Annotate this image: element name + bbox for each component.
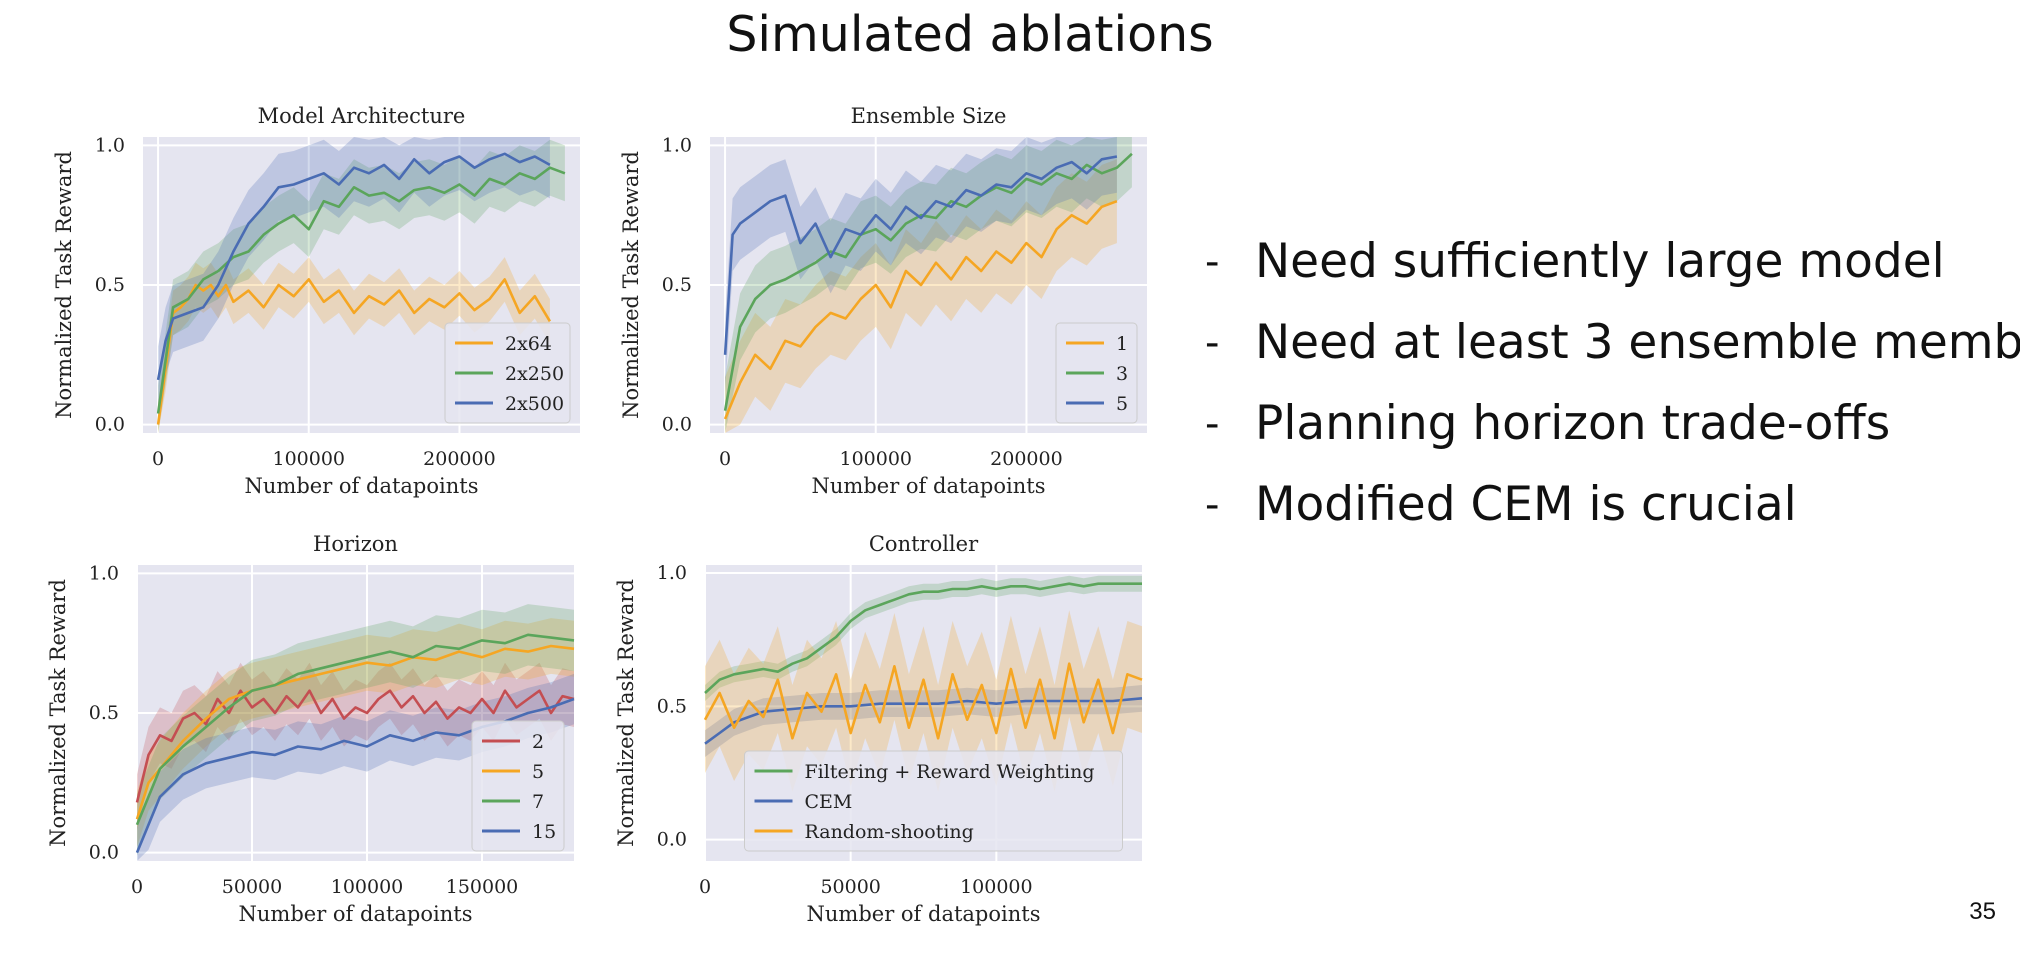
chart-panel: 0 100000 200000 0.0 0.5 1.0 Model Architecture… — [52, 104, 580, 498]
x-axis-label: Number of datapoints — [239, 902, 473, 926]
series-line — [135, 644, 575, 820]
legend-box — [744, 750, 1123, 852]
bullet-text: Modified CEM is crucial — [1255, 477, 1797, 532]
series-line — [723, 152, 1133, 411]
legend-label: Filtering + Reward Weighting — [805, 761, 1095, 783]
chart-title: Horizon — [313, 532, 398, 556]
y-tick-label: 1.0 — [657, 562, 687, 584]
legend: 2 5 7 15 — [471, 720, 565, 852]
confidence-band — [725, 137, 1132, 433]
chart-panel: 0 50000 100000 150000 0.0 0.5 1.0 Horizon Number… — [46, 532, 575, 926]
x-axis-label: Number of datapoints — [807, 902, 1041, 926]
confidence-band — [725, 159, 1117, 434]
confidence-band — [137, 604, 574, 856]
x-tick-label: 150000 — [446, 876, 519, 898]
bullet-marker: - — [1205, 401, 1220, 447]
bullet-text: Need at least 3 ensemble members — [1255, 315, 2020, 370]
y-tick-label: 1.0 — [95, 134, 125, 156]
confidence-band — [158, 139, 565, 434]
chart-title: Ensemble Size — [851, 104, 1007, 128]
bullet-text: Need sufficiently large model — [1255, 234, 1945, 289]
legend-label: 2x250 — [505, 363, 564, 385]
bullet-marker: - — [1205, 320, 1220, 366]
bullet-item: - Planning horizon trade-offs — [1205, 392, 2020, 473]
x-tick-label: 200000 — [423, 448, 496, 470]
chart-panel: 0 50000 100000 0.0 0.5 1.0 Controller Number of… — [614, 532, 1143, 926]
y-tick-label: 0.0 — [662, 414, 692, 436]
series-line — [703, 662, 1143, 740]
bullet-item: - Modified CEM is crucial — [1205, 473, 2020, 554]
confidence-band — [705, 575, 1142, 701]
x-tick-label: 100000 — [839, 448, 912, 470]
series-line — [156, 166, 566, 414]
y-axis-label: Normalized Task Reward — [52, 151, 76, 419]
chart-title: Controller — [869, 532, 979, 556]
bullet-marker: - — [1205, 482, 1220, 528]
y-tick-label: 0.0 — [89, 842, 119, 864]
y-tick-label: 0.5 — [662, 274, 692, 296]
y-tick-label: 1.0 — [89, 562, 119, 584]
legend-label: 2 — [532, 731, 544, 753]
series-line — [723, 199, 1118, 420]
bullet-marker: - — [1205, 239, 1220, 285]
confidence-band — [137, 618, 574, 847]
y-axis-label: Normalized Task Reward — [614, 579, 638, 847]
confidence-band — [137, 662, 574, 831]
series-line — [156, 152, 551, 381]
legend-label: 5 — [532, 761, 544, 783]
x-tick-label: 100000 — [272, 448, 345, 470]
legend-label: 1 — [1116, 333, 1128, 355]
legend-label: 7 — [532, 791, 544, 813]
legend-box — [471, 720, 565, 852]
y-tick-label: 0.0 — [95, 414, 125, 436]
charts-canvas: 0 100000 200000 0.0 0.5 1.0 Model Architecture… — [46, 104, 1147, 926]
x-tick-label: 50000 — [820, 876, 880, 898]
x-tick-label: 200000 — [990, 448, 1063, 470]
x-tick-label: 100000 — [331, 876, 404, 898]
legend-box — [444, 322, 571, 424]
chart-title: Model Architecture — [258, 104, 466, 128]
x-axis-label: Number of datapoints — [245, 474, 479, 498]
legend: Filtering + Reward Weighting CEM Random-sh… — [744, 750, 1123, 852]
legend-label: 3 — [1116, 363, 1128, 385]
slide-title: Simulated ablations — [726, 6, 1214, 63]
x-tick-label: 0 — [152, 448, 164, 470]
x-tick-label: 50000 — [222, 876, 282, 898]
legend-label: 15 — [532, 821, 556, 843]
y-axis-label: Normalized Task Reward — [46, 579, 70, 847]
x-tick-label: 0 — [699, 876, 711, 898]
series-line — [135, 633, 575, 826]
y-tick-label: 1.0 — [662, 134, 692, 156]
bullet-text: Planning horizon trade-offs — [1255, 396, 1891, 451]
legend-label: 5 — [1116, 393, 1128, 415]
y-tick-label: 0.0 — [657, 829, 687, 851]
legend-label: 2x64 — [505, 333, 552, 355]
legend-label: Random-shooting — [805, 821, 974, 843]
confidence-band — [158, 137, 550, 414]
series-line — [704, 697, 1143, 745]
bullet-item: - Need sufficiently large model — [1205, 230, 2020, 311]
page-number: 35 — [1969, 898, 1996, 925]
legend-label: 2x500 — [505, 393, 564, 415]
x-tick-label: 0 — [719, 448, 731, 470]
series-line — [723, 155, 1118, 355]
series-line — [704, 582, 1142, 694]
confidence-band — [705, 610, 1142, 792]
confidence-band — [137, 673, 574, 861]
legend-label: CEM — [805, 791, 853, 813]
x-axis-label: Number of datapoints — [812, 474, 1046, 498]
confidence-band — [725, 137, 1117, 392]
x-tick-label: 0 — [131, 876, 143, 898]
y-tick-label: 0.5 — [657, 695, 687, 717]
chart-panel: 0 100000 200000 0.0 0.5 1.0 Ensemble Size Numbe… — [619, 104, 1147, 498]
bullet-item: - Need at least 3 ensemble members — [1205, 311, 2020, 392]
x-tick-label: 100000 — [960, 876, 1033, 898]
y-axis-label: Normalized Task Reward — [619, 151, 643, 419]
bullet-list: - Need sufficiently large model - Need at … — [1205, 230, 2020, 554]
y-tick-label: 0.5 — [95, 274, 125, 296]
legend: 2x64 2x250 2x500 — [444, 322, 571, 424]
legend: 1 3 5 — [1055, 322, 1138, 424]
y-tick-label: 0.5 — [89, 702, 119, 724]
